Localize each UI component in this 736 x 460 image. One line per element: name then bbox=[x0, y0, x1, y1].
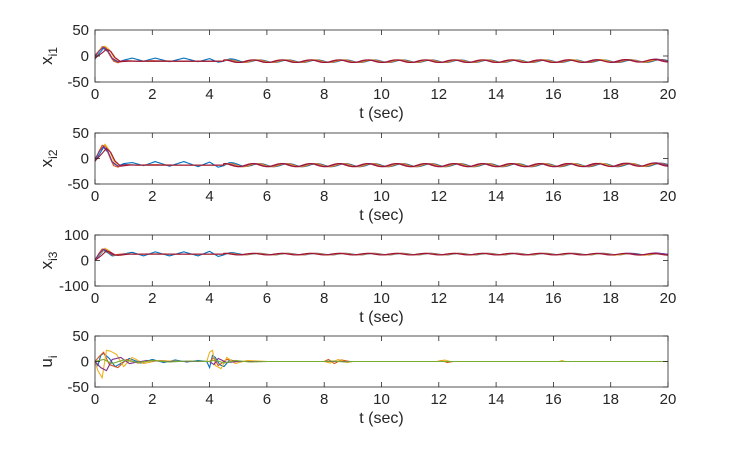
x-tick-label: 20 bbox=[660, 188, 677, 205]
y-tick-label: 0 bbox=[81, 354, 89, 371]
x-tick-label: 16 bbox=[545, 391, 562, 408]
y-tick-label: -50 bbox=[67, 74, 89, 91]
y-axis-label-main: x bbox=[37, 158, 56, 167]
y-axis-label-subscript: i3 bbox=[46, 251, 60, 261]
y-axis-label-main: x bbox=[37, 56, 56, 65]
y-axis-label-subscript: i1 bbox=[46, 47, 60, 57]
series-group bbox=[95, 349, 668, 380]
y-tick-label: 0 bbox=[81, 151, 89, 168]
x-tick-label: 20 bbox=[660, 86, 677, 103]
x-tick-label: 0 bbox=[91, 188, 99, 205]
x-tick-label: 18 bbox=[602, 290, 619, 307]
y-tick-label: 0 bbox=[81, 253, 89, 270]
series-line-5 bbox=[95, 358, 668, 365]
y-tick-label: 50 bbox=[72, 125, 89, 142]
series-group bbox=[95, 247, 668, 261]
y-axis-label: xi3 bbox=[37, 251, 60, 269]
x-tick-label: 18 bbox=[602, 391, 619, 408]
y-tick-label: -100 bbox=[59, 278, 89, 295]
x-tick-label: 6 bbox=[263, 188, 271, 205]
x-tick-label: 12 bbox=[430, 290, 447, 307]
x-tick-label: 16 bbox=[545, 86, 562, 103]
x-tick-label: 14 bbox=[488, 86, 505, 103]
x-tick-label: 18 bbox=[602, 86, 619, 103]
x-tick-label: 0 bbox=[91, 391, 99, 408]
series-group bbox=[95, 143, 668, 168]
y-axis-label: xi2 bbox=[37, 149, 60, 167]
x-tick-label: 8 bbox=[320, 290, 328, 307]
x-axis-label: t (sec) bbox=[359, 207, 403, 224]
y-tick-label: 0 bbox=[81, 48, 89, 65]
x-tick-label: 4 bbox=[205, 86, 213, 103]
series-line-5 bbox=[95, 147, 668, 168]
x-tick-label: 20 bbox=[660, 391, 677, 408]
x-tick-label: 4 bbox=[205, 391, 213, 408]
x-tick-label: 8 bbox=[320, 391, 328, 408]
series-line-5 bbox=[95, 48, 668, 64]
x-tick-label: 2 bbox=[148, 391, 156, 408]
x-tick-label: 0 bbox=[91, 86, 99, 103]
x-tick-label: 8 bbox=[320, 86, 328, 103]
x-axis-label: t (sec) bbox=[359, 410, 403, 427]
x-tick-label: 10 bbox=[373, 188, 390, 205]
y-axis-label-subscript: i2 bbox=[46, 149, 60, 159]
y-tick-label: -50 bbox=[67, 176, 89, 193]
series-group bbox=[95, 45, 668, 64]
x-tick-label: 16 bbox=[545, 290, 562, 307]
x-tick-label: 0 bbox=[91, 290, 99, 307]
x-tick-label: 18 bbox=[602, 188, 619, 205]
y-axis-label-subscript: i bbox=[46, 355, 60, 358]
x-tick-label: 8 bbox=[320, 188, 328, 205]
x-tick-label: 10 bbox=[373, 86, 390, 103]
x-tick-label: 14 bbox=[488, 188, 505, 205]
x-tick-label: 6 bbox=[263, 290, 271, 307]
x-axis-label: t (sec) bbox=[359, 309, 403, 326]
y-axis-label: xi1 bbox=[37, 47, 60, 65]
y-axis-label-main: x bbox=[37, 260, 56, 269]
x-tick-label: 12 bbox=[430, 188, 447, 205]
y-axis-label-main: u bbox=[37, 358, 56, 367]
y-tick-label: -50 bbox=[67, 379, 89, 396]
x-tick-label: 2 bbox=[148, 188, 156, 205]
x-tick-label: 6 bbox=[263, 391, 271, 408]
x-tick-label: 10 bbox=[373, 290, 390, 307]
y-axis-label: ui bbox=[37, 355, 60, 367]
series-line-5 bbox=[95, 250, 668, 261]
x-tick-label: 4 bbox=[205, 290, 213, 307]
x-tick-label: 20 bbox=[660, 290, 677, 307]
x-axis-label: t (sec) bbox=[359, 105, 403, 122]
x-tick-label: 14 bbox=[488, 391, 505, 408]
y-tick-label: 100 bbox=[64, 227, 89, 244]
y-tick-label: 50 bbox=[72, 328, 89, 345]
x-tick-label: 6 bbox=[263, 86, 271, 103]
x-tick-label: 2 bbox=[148, 86, 156, 103]
x-tick-label: 2 bbox=[148, 290, 156, 307]
y-tick-label: 50 bbox=[72, 22, 89, 39]
x-tick-label: 14 bbox=[488, 290, 505, 307]
x-tick-label: 16 bbox=[545, 188, 562, 205]
x-tick-label: 4 bbox=[205, 188, 213, 205]
x-tick-label: 10 bbox=[373, 391, 390, 408]
x-tick-label: 12 bbox=[430, 86, 447, 103]
x-tick-label: 12 bbox=[430, 391, 447, 408]
